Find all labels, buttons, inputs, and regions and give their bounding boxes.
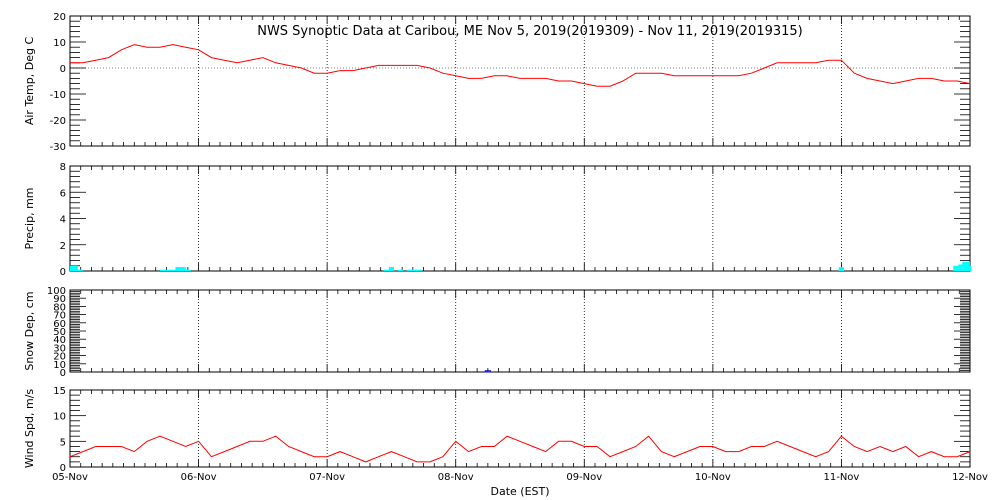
bar <box>953 265 959 271</box>
bar <box>958 264 963 271</box>
series-line <box>69 435 971 463</box>
y-tick-label: 5 <box>60 437 66 448</box>
y-tick-label: 0 <box>60 267 66 278</box>
y-tick-label: 100 <box>47 286 66 297</box>
y-tick-label: 15 <box>53 386 66 397</box>
y-tick-label: 60 <box>53 319 66 330</box>
panel-frame <box>69 389 971 468</box>
bar <box>962 261 970 271</box>
x-tick-label: 06-Nov <box>181 472 217 483</box>
y-tick-label: -30 <box>50 142 66 153</box>
x-tick-label: 08-Nov <box>438 472 474 483</box>
y-tick-label: 20 <box>53 352 66 363</box>
x-tick-label: 11-Nov <box>823 472 859 483</box>
x-tick-label: 07-Nov <box>309 472 345 483</box>
y-tick-label: -10 <box>50 90 66 101</box>
x-tick-label: 05-Nov <box>52 472 88 483</box>
bar <box>838 267 844 271</box>
panel-frame <box>69 289 971 373</box>
y-tick-label: 70 <box>53 311 66 322</box>
y-tick-label: 0 <box>60 64 66 75</box>
x-tick-label: 10-Nov <box>695 472 731 483</box>
y-tick-label: 10 <box>53 38 66 49</box>
y-tick-label: -20 <box>50 116 66 127</box>
panel-1: 0 2 4 6 8 <box>60 162 972 278</box>
panel-wind-ylabel: Wind Spd, m/s <box>23 389 36 469</box>
y-tick-label: 6 <box>60 188 66 199</box>
y-tick-label: 10 <box>53 360 66 371</box>
y-tick-label: 2 <box>60 241 66 252</box>
bar <box>160 269 176 271</box>
y-tick-label: 10 <box>53 412 66 423</box>
y-tick-label: 0 <box>60 463 66 474</box>
y-tick-label: 8 <box>60 162 66 173</box>
bar <box>175 267 186 271</box>
y-tick-label: 50 <box>53 327 66 338</box>
chart-title: NWS Synoptic Data at Caribou, ME Nov 5, … <box>257 24 803 39</box>
bar <box>406 269 423 271</box>
panel-precip-ylabel: Precip, mm <box>23 188 36 250</box>
y-tick-label: 90 <box>53 294 66 305</box>
panel-3: 0 5 10 15 <box>53 386 971 474</box>
series-line <box>70 44 971 87</box>
bar <box>70 265 78 271</box>
y-tick-label: 30 <box>53 343 66 354</box>
y-tick-label: 80 <box>53 302 66 313</box>
panel-temp-ylabel: Air Temp, Deg C <box>23 37 36 126</box>
x-axis-label: Date (EST) <box>490 485 549 498</box>
bar <box>388 267 394 271</box>
bar <box>484 370 491 373</box>
panel-frame <box>69 165 971 272</box>
x-tick-label: 12-Nov <box>952 472 988 483</box>
bar <box>383 269 389 271</box>
x-tick-label: 09-Nov <box>566 472 602 483</box>
panel-0: -30 -20 -10 0 10 20 <box>50 12 971 153</box>
y-tick-label: 4 <box>60 215 66 226</box>
panel-snow-ylabel: Snow Dep, cm <box>23 291 36 370</box>
bar <box>185 269 191 271</box>
y-tick-label: 0 <box>60 368 66 379</box>
y-tick-label: 20 <box>53 12 66 23</box>
y-tick-label: 40 <box>53 335 66 346</box>
bar <box>77 269 83 271</box>
chart-panels: -30-20-100102002468010203040506070809010… <box>47 12 972 474</box>
bar <box>397 269 403 271</box>
